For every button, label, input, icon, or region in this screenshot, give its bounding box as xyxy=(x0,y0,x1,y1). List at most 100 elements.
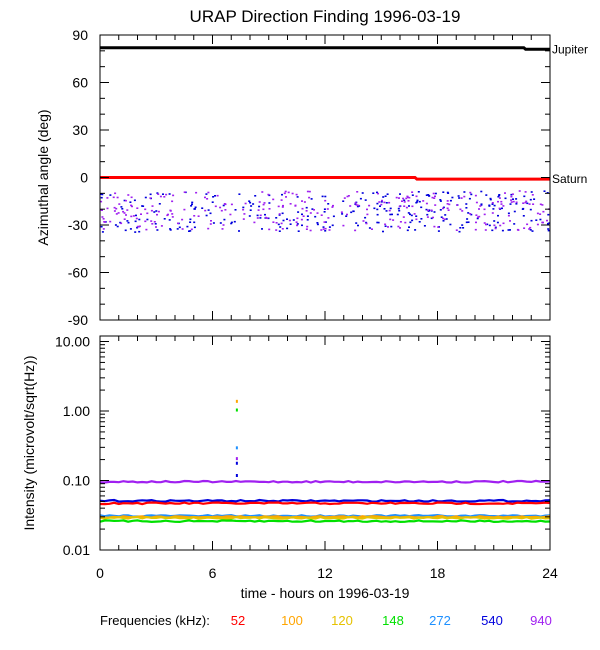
jupiter-reference-line xyxy=(100,46,550,51)
scatter-point-540 xyxy=(249,201,252,204)
scatter-point-540 xyxy=(324,195,327,198)
scatter-point-540 xyxy=(372,192,375,194)
scatter-point-540 xyxy=(169,229,172,231)
scatter-point-940 xyxy=(493,224,496,227)
scatter-point-540 xyxy=(462,227,465,229)
scatter-point-940 xyxy=(181,218,184,221)
scatter-point-940 xyxy=(256,217,259,219)
scatter-point-940 xyxy=(263,202,266,204)
scatter-point-540 xyxy=(230,221,233,224)
scatter-point-540 xyxy=(345,215,348,217)
scatter-point-940 xyxy=(149,197,152,199)
scatter-point-940 xyxy=(135,217,138,220)
scatter-point-540 xyxy=(476,217,479,220)
scatter-point-540 xyxy=(539,218,542,221)
scatter-point-540 xyxy=(486,223,489,226)
azimuth-y-axis-label: Azimuthal angle (deg) xyxy=(35,109,51,245)
scatter-point-540 xyxy=(323,211,326,213)
scatter-point-940 xyxy=(281,228,284,230)
scatter-point-540 xyxy=(389,207,392,210)
scatter-point-940 xyxy=(528,203,531,205)
scatter-point-940 xyxy=(403,205,406,207)
scatter-point-940 xyxy=(499,224,502,227)
scatter-point-940 xyxy=(461,210,464,212)
scatter-point-540 xyxy=(201,207,204,209)
scatter-point-540 xyxy=(433,211,436,213)
scatter-point-540 xyxy=(442,220,445,222)
scatter-point-540 xyxy=(234,209,237,211)
scatter-point-940 xyxy=(144,208,147,211)
scatter-point-940 xyxy=(357,204,360,207)
intensity-line-52 xyxy=(99,501,551,506)
scatter-point-940 xyxy=(224,209,227,211)
scatter-point-540 xyxy=(368,227,371,229)
scatter-point-940 xyxy=(432,192,435,195)
scatter-point-540 xyxy=(491,229,494,232)
scatter-point-540 xyxy=(492,208,495,210)
scatter-point-940 xyxy=(524,191,527,193)
scatter-point-540 xyxy=(149,193,152,196)
scatter-point-540 xyxy=(176,228,179,230)
scatter-point-940 xyxy=(244,202,247,205)
scatter-point-540 xyxy=(376,208,379,211)
scatter-point-540 xyxy=(261,228,263,230)
scatter-point-940 xyxy=(294,205,297,207)
scatter-point-940 xyxy=(280,222,283,225)
scatter-point-540 xyxy=(466,218,469,220)
scatter-point-540 xyxy=(331,224,334,227)
scatter-point-940 xyxy=(150,209,153,212)
scatter-point-940 xyxy=(313,209,315,211)
scatter-point-540 xyxy=(376,191,378,194)
scatter-point-540 xyxy=(189,230,192,232)
scatter-point-540 xyxy=(100,225,103,228)
x-tick-label: 18 xyxy=(430,565,446,581)
scatter-point-940 xyxy=(295,221,298,223)
scatter-point-540 xyxy=(248,215,251,217)
scatter-point-540 xyxy=(529,229,532,231)
scatter-point-540 xyxy=(446,191,449,194)
scatter-point-540 xyxy=(136,226,139,229)
scatter-point-940 xyxy=(167,213,169,216)
scatter-point-540 xyxy=(250,205,253,207)
scatter-point-940 xyxy=(524,201,527,204)
scatter-point-940 xyxy=(469,213,472,215)
legend-item-540: 540 xyxy=(481,613,503,628)
scatter-point-940 xyxy=(546,219,548,222)
scatter-point-540 xyxy=(188,230,190,232)
scatter-point-940 xyxy=(381,199,383,202)
scatter-point-940 xyxy=(177,222,179,225)
scatter-point-940 xyxy=(346,195,349,198)
scatter-point-540 xyxy=(382,196,385,198)
scatter-point-540 xyxy=(509,229,511,231)
scatter-point-940 xyxy=(308,196,311,199)
legend-item-52: 52 xyxy=(231,613,245,628)
scatter-point-940 xyxy=(131,205,133,208)
y-tick-label: 0.01 xyxy=(63,542,90,558)
scatter-point-540 xyxy=(134,220,137,223)
scatter-point-940 xyxy=(500,203,503,205)
scatter-point-540 xyxy=(415,215,418,217)
scatter-point-540 xyxy=(169,228,172,230)
scatter-point-540 xyxy=(522,207,525,210)
frequency-legend: Frequencies (kHz): 52 100 120 148 272 540 940 xyxy=(100,613,552,628)
scatter-point-940 xyxy=(455,229,458,231)
scatter-point-540 xyxy=(425,208,428,211)
scatter-point-540 xyxy=(352,210,355,213)
scatter-point-940 xyxy=(526,223,529,226)
scatter-point-540 xyxy=(523,195,526,198)
scatter-point-940 xyxy=(116,196,119,199)
scatter-point-540 xyxy=(507,229,510,231)
scatter-point-540 xyxy=(428,194,430,197)
scatter-point-540 xyxy=(420,218,423,220)
scatter-point-540 xyxy=(190,205,193,207)
scatter-point-940 xyxy=(498,207,501,210)
scatter-point-940 xyxy=(384,223,387,226)
intensity-data xyxy=(99,399,551,524)
scatter-point-940 xyxy=(392,219,395,221)
scatter-point-940 xyxy=(479,205,482,207)
scatter-point-940 xyxy=(171,216,174,218)
scatter-point-540 xyxy=(398,209,401,212)
scatter-point-940 xyxy=(431,196,434,199)
scatter-point-540 xyxy=(547,228,550,230)
scatter-point-940 xyxy=(397,225,400,228)
